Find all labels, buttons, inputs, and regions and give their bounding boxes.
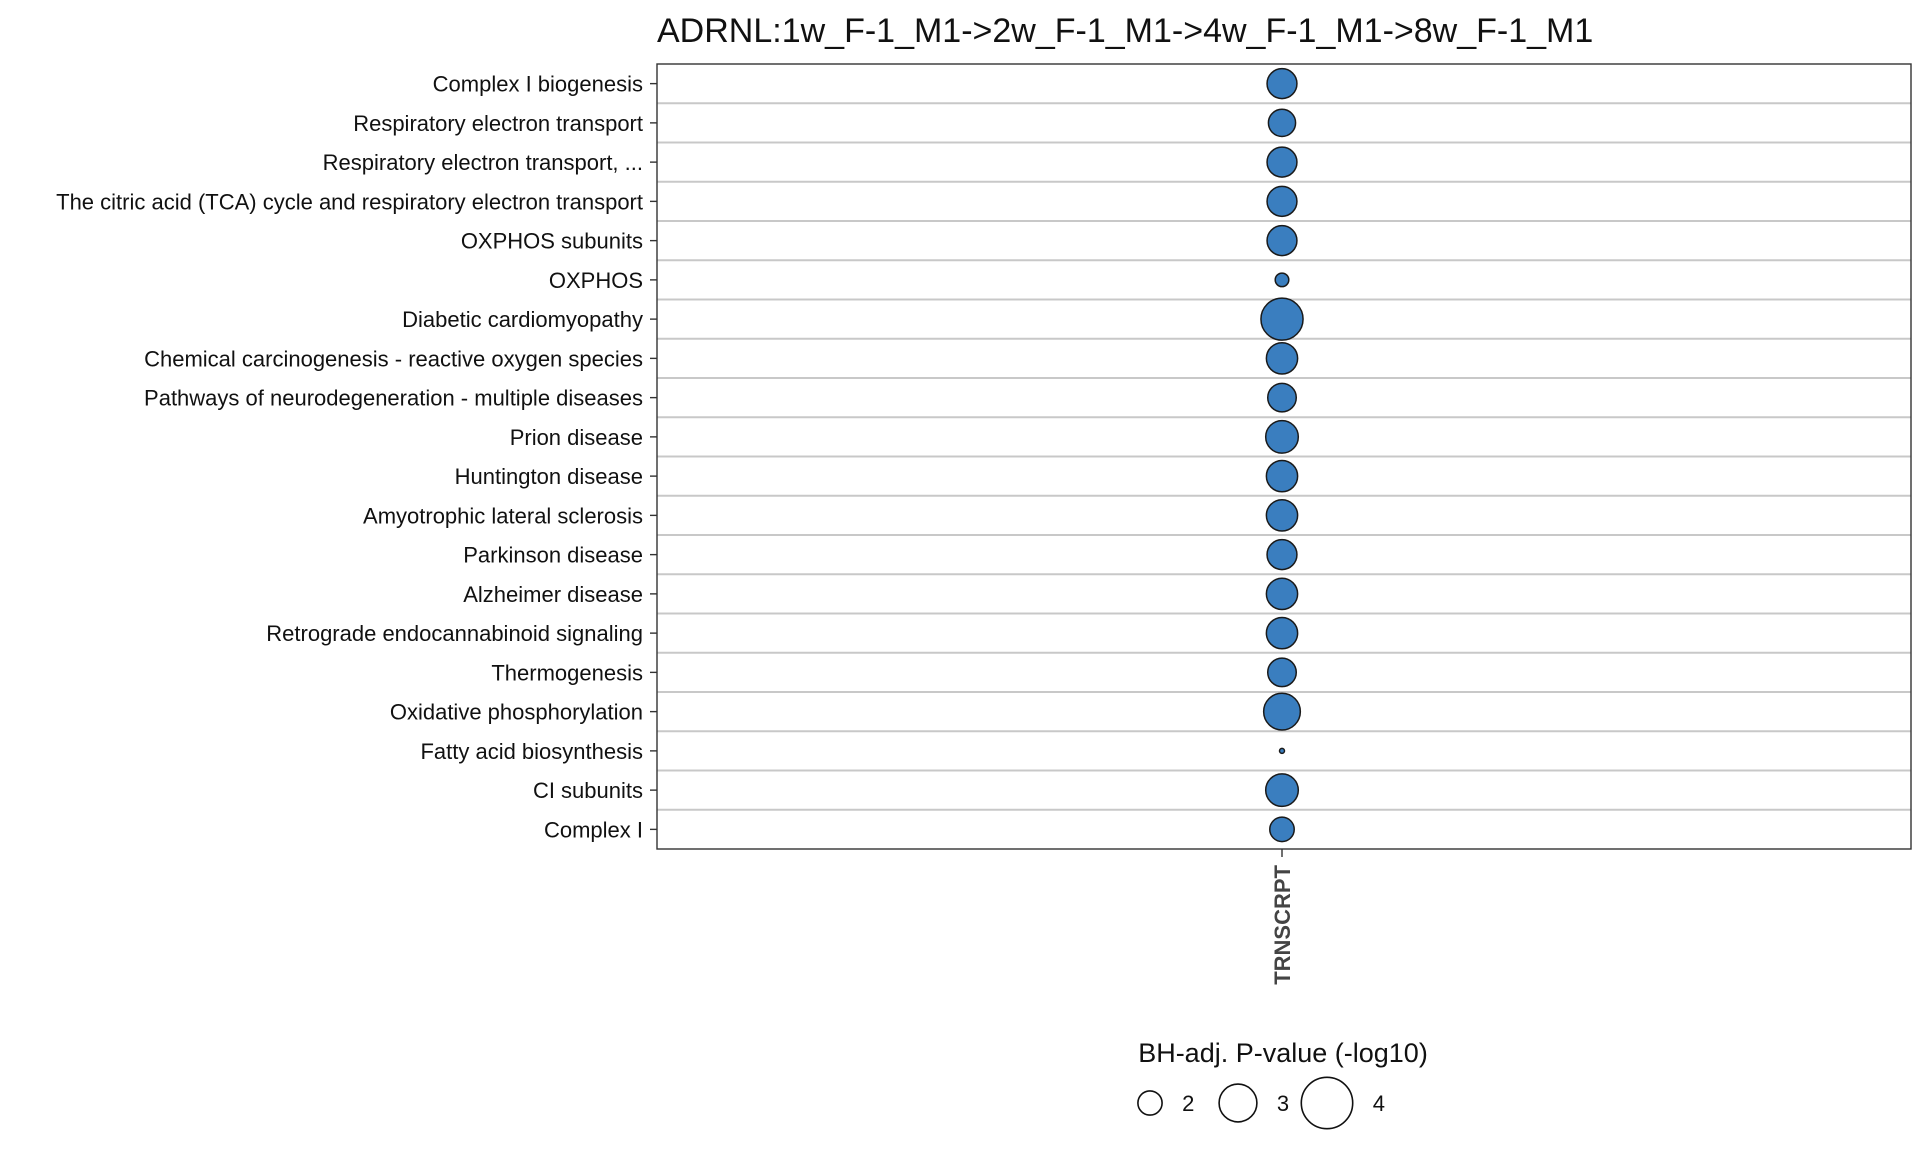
y-tick-label: Respiratory electron transport <box>353 111 643 136</box>
x-tick-label: TRNSCRPT <box>1270 864 1295 984</box>
legend-key <box>1300 1076 1354 1130</box>
data-point <box>1262 692 1302 731</box>
y-tick-label: Alzheimer disease <box>463 582 643 607</box>
y-tick-label: CI subunits <box>533 778 643 803</box>
y-tick-label: Respiratory electron transport, ... <box>323 150 643 175</box>
legend-key <box>1218 1083 1258 1123</box>
y-tick-label: Thermogenesis <box>491 660 643 685</box>
y-tick-label: Retrograde endocannabinoid signaling <box>266 621 643 646</box>
data-point <box>1264 773 1300 808</box>
data-point <box>1267 108 1297 138</box>
data-point <box>1269 816 1295 843</box>
data-point <box>1265 616 1299 650</box>
legend-label: 2 <box>1182 1091 1194 1116</box>
y-tick-label: Oxidative phosphorylation <box>390 700 643 725</box>
data-point <box>1266 382 1298 413</box>
y-tick-label: Complex I <box>544 817 643 842</box>
data-point <box>1266 224 1298 257</box>
x-axis: TRNSCRPT <box>1270 849 1295 985</box>
y-tick-label: Huntington disease <box>455 464 643 489</box>
y-tick-label: Amyotrophic lateral sclerosis <box>363 503 643 528</box>
y-tick-label: Chemical carcinogenesis - reactive oxyge… <box>144 346 643 371</box>
legend-key <box>1137 1090 1163 1116</box>
data-point <box>1260 297 1304 341</box>
y-tick-label: Prion disease <box>510 425 643 450</box>
legend-label: 4 <box>1373 1091 1385 1116</box>
y-tick-label: OXPHOS subunits <box>461 229 643 254</box>
data-point <box>1266 185 1298 218</box>
data-point <box>1265 577 1299 611</box>
data-point <box>1266 67 1298 100</box>
data-point <box>1266 657 1298 688</box>
data-point <box>1265 459 1299 493</box>
y-axis: Complex I biogenesis Respiratory electron… <box>56 72 657 842</box>
data-point <box>1266 146 1298 178</box>
y-tick-label: Pathways of neurodegeneration - multiple… <box>144 386 643 411</box>
points <box>1260 67 1304 843</box>
y-tick-label: Parkinson disease <box>463 543 643 568</box>
size-legend: BH-adj. P-value (-log10) 2 3 4 <box>1137 1038 1428 1130</box>
data-point <box>1264 419 1300 454</box>
data-point <box>1265 342 1299 375</box>
data-point <box>1274 272 1290 288</box>
panel-border <box>656 63 1912 850</box>
legend-title: BH-adj. P-value (-log10) <box>1138 1038 1428 1068</box>
y-tick-label: Fatty acid biosynthesis <box>420 739 643 764</box>
legend-label: 3 <box>1277 1091 1289 1116</box>
y-tick-label: Complex I biogenesis <box>433 72 643 97</box>
y-tick-label: OXPHOS <box>549 268 643 293</box>
y-tick-label: The citric acid (TCA) cycle and respirat… <box>56 189 643 214</box>
grid-lines <box>657 102 1911 811</box>
data-point <box>1265 499 1299 532</box>
chart-title: ADRNL:1w_F-1_M1->2w_F-1_M1->4w_F-1_M1->8… <box>657 12 1593 50</box>
y-tick-label: Diabetic cardiomyopathy <box>402 307 643 332</box>
data-point <box>1266 538 1298 571</box>
data-point <box>1278 747 1286 755</box>
